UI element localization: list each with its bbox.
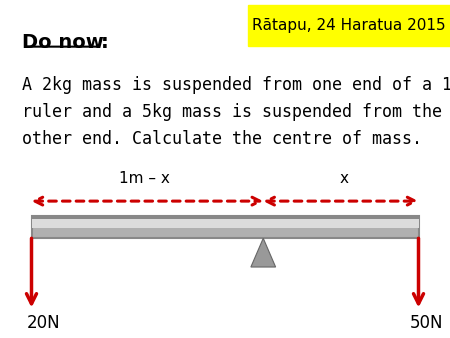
FancyBboxPatch shape (248, 5, 450, 46)
Bar (32, 219, 419, 228)
Polygon shape (251, 238, 275, 267)
Text: 20N: 20N (27, 314, 61, 332)
Text: 1m – x: 1m – x (118, 171, 170, 186)
Text: A 2kg mass is suspended from one end of a 1m
ruler and a 5kg mass is suspended f: A 2kg mass is suspended from one end of … (22, 76, 450, 148)
Text: 50N: 50N (410, 314, 443, 332)
Text: Rātapu, 24 Haratua 2015: Rātapu, 24 Haratua 2015 (252, 18, 446, 33)
Text: Do now: Do now (22, 33, 104, 52)
Text: x: x (340, 171, 349, 186)
Text: :: : (101, 33, 109, 52)
Bar (32, 216, 419, 238)
Bar (32, 216, 419, 219)
